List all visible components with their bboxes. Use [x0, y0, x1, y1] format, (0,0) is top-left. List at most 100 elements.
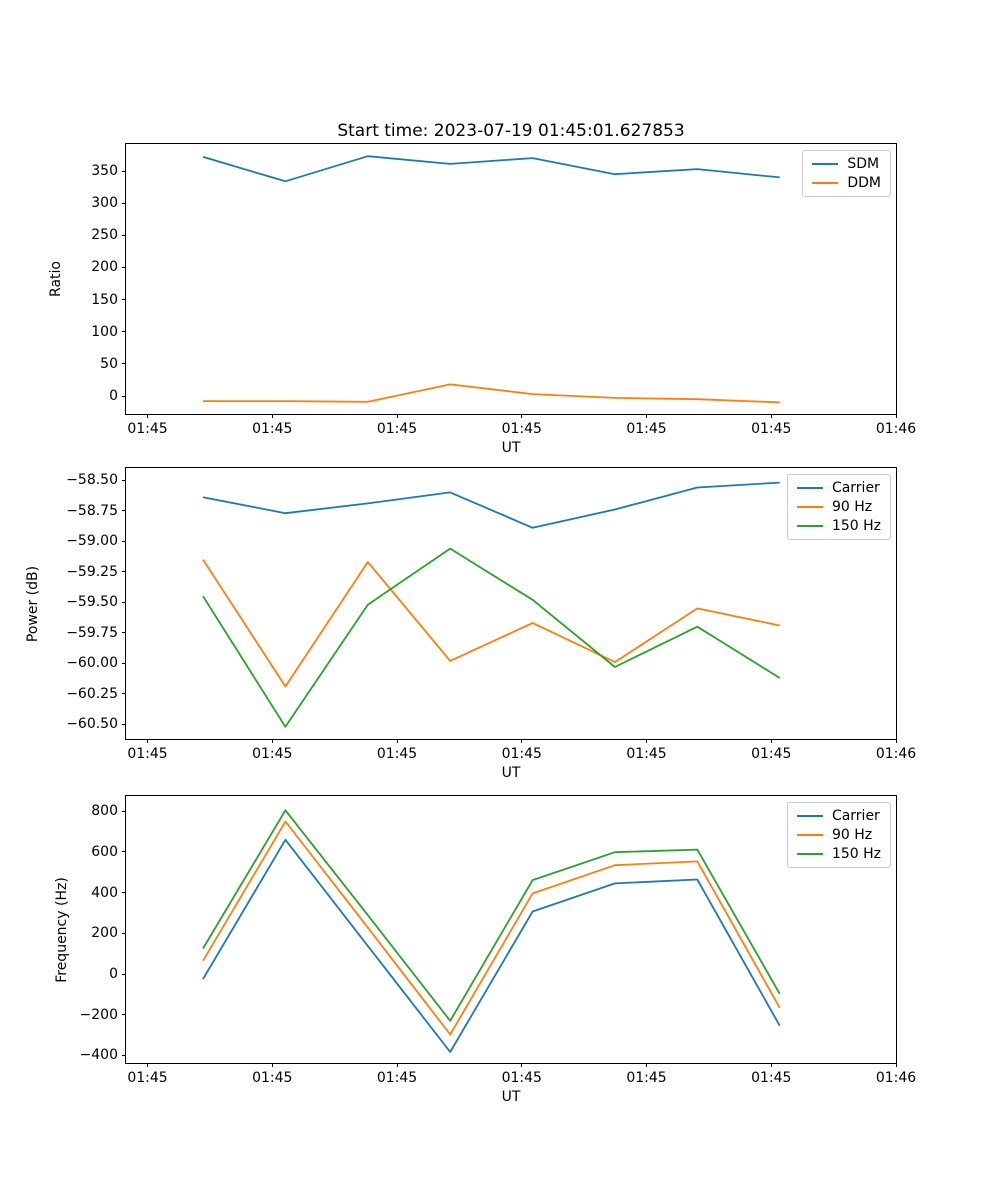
legend-label: Carrier: [831, 480, 880, 496]
x-tick-mark: [646, 739, 648, 743]
y-tick-label: −59.00: [66, 533, 118, 550]
legend-entry: 90 Hz: [796, 827, 881, 843]
y-tick-label: 200: [91, 925, 118, 942]
legend-label: Carrier: [831, 808, 880, 824]
frequency-x-axis-label: UT: [501, 1089, 521, 1105]
legend-label: 150 Hz: [831, 518, 881, 534]
legend-line-sample: [796, 506, 823, 508]
x-tick-mark: [521, 1063, 523, 1067]
x-tick-mark: [521, 739, 523, 743]
frequency-plot-area: [202, 809, 781, 1053]
legend-line-sample: [812, 182, 839, 184]
150-hz-line: [202, 547, 781, 728]
legend-label: 90 Hz: [831, 499, 873, 515]
90-hz-line: [202, 559, 780, 688]
ratio-x-axis-label: UT: [501, 440, 521, 456]
x-tick-label: 01:45: [127, 1070, 168, 1086]
figure-title: Start time: 2023-07-19 01:45:01.627853: [337, 121, 685, 141]
x-tick-label: 01:46: [875, 746, 917, 762]
y-tick-mark: [122, 810, 126, 812]
ratio-plot-area: [202, 155, 780, 404]
power-x-axis-label: UT: [501, 765, 521, 781]
x-tick-label: 01:46: [875, 421, 917, 437]
ddm-line: [203, 383, 780, 404]
x-tick-label: 01:45: [376, 1070, 418, 1086]
x-tick-mark: [770, 739, 772, 743]
y-tick-label: 200: [91, 259, 118, 276]
legend-label: 90 Hz: [831, 827, 873, 843]
power-legend: Carrier 90 Hz 150 Hz: [786, 474, 891, 540]
legend-entry: Carrier: [796, 808, 881, 824]
y-tick-mark: [122, 170, 126, 172]
y-tick-label: 300: [91, 195, 118, 212]
legend-line-sample: [796, 815, 823, 817]
legend-entry: 150 Hz: [796, 846, 881, 862]
y-tick-label: −200: [79, 1006, 118, 1023]
y-tick-label: 600: [91, 843, 118, 860]
legend-line-sample: [796, 834, 823, 836]
y-tick-mark: [122, 723, 126, 725]
x-tick-mark: [147, 739, 149, 743]
y-tick-mark: [122, 363, 126, 365]
legend-entry: 90 Hz: [796, 499, 881, 515]
y-tick-mark: [122, 331, 126, 333]
y-tick-mark: [122, 851, 126, 853]
x-tick-mark: [770, 1063, 772, 1067]
y-tick-label: −400: [79, 1047, 118, 1064]
y-tick-label: 800: [91, 803, 118, 820]
x-tick-mark: [147, 414, 149, 418]
y-tick-mark: [122, 234, 126, 236]
y-tick-label: 350: [91, 163, 118, 179]
x-tick-label: 01:45: [751, 746, 792, 762]
x-tick-label: 01:45: [127, 746, 168, 762]
x-tick-label: 01:45: [501, 1070, 542, 1086]
sdm-line: [202, 155, 780, 183]
frequency-subplot: Frequency (Hz) UT Carrier 90 Hz 150 Hz −40…: [54, 795, 916, 1105]
y-tick-mark: [122, 892, 126, 894]
x-tick-label: 01:46: [875, 1070, 917, 1086]
y-tick-label: −59.75: [66, 624, 118, 641]
y-tick-mark: [122, 571, 126, 573]
y-tick-label: 0: [109, 966, 118, 982]
x-tick-mark: [770, 414, 772, 418]
y-tick-label: 0: [109, 388, 118, 404]
y-tick-label: 400: [91, 884, 118, 901]
y-tick-label: −60.00: [66, 655, 118, 672]
y-tick-mark: [122, 973, 126, 975]
x-tick-label: 01:45: [252, 746, 293, 762]
x-tick-label: 01:45: [376, 421, 418, 437]
y-tick-mark: [122, 632, 126, 634]
y-tick-mark: [122, 1014, 126, 1016]
y-tick-mark: [122, 693, 126, 695]
frequency-y-axis-label: Frequency (Hz): [54, 876, 70, 983]
legend-line-sample: [796, 487, 823, 489]
y-tick-mark: [122, 932, 126, 934]
power-y-axis-label: Power (dB): [25, 565, 41, 642]
150-hz-line: [202, 809, 781, 1022]
y-tick-label: 50: [100, 355, 118, 372]
y-tick-mark: [122, 662, 126, 664]
y-tick-mark: [122, 202, 126, 204]
ratio-subplot: Ratio UT SDM DDM 0 50 100 150 200 250 300 350 01:…: [48, 143, 916, 456]
x-tick-label: 01:45: [501, 421, 542, 437]
x-tick-mark: [271, 1063, 273, 1067]
y-tick-label: −59.50: [66, 594, 118, 611]
legend-line-sample: [812, 163, 839, 165]
y-tick-mark: [122, 540, 126, 542]
y-tick-label: −58.50: [66, 472, 118, 489]
x-tick-mark: [147, 1063, 149, 1067]
x-tick-mark: [396, 739, 398, 743]
x-tick-mark: [396, 1063, 398, 1067]
x-tick-label: 01:45: [626, 746, 667, 762]
y-tick-mark: [122, 299, 126, 301]
x-tick-mark: [895, 1063, 897, 1067]
legend-entry: 150 Hz: [796, 518, 881, 534]
x-tick-label: 01:45: [252, 1070, 293, 1086]
x-tick-mark: [396, 414, 398, 418]
legend-line-sample: [796, 853, 823, 855]
y-tick-label: −60.25: [66, 685, 118, 702]
y-tick-label: 250: [91, 227, 118, 244]
y-tick-mark: [122, 601, 126, 603]
legend-entry: Carrier: [796, 480, 881, 496]
